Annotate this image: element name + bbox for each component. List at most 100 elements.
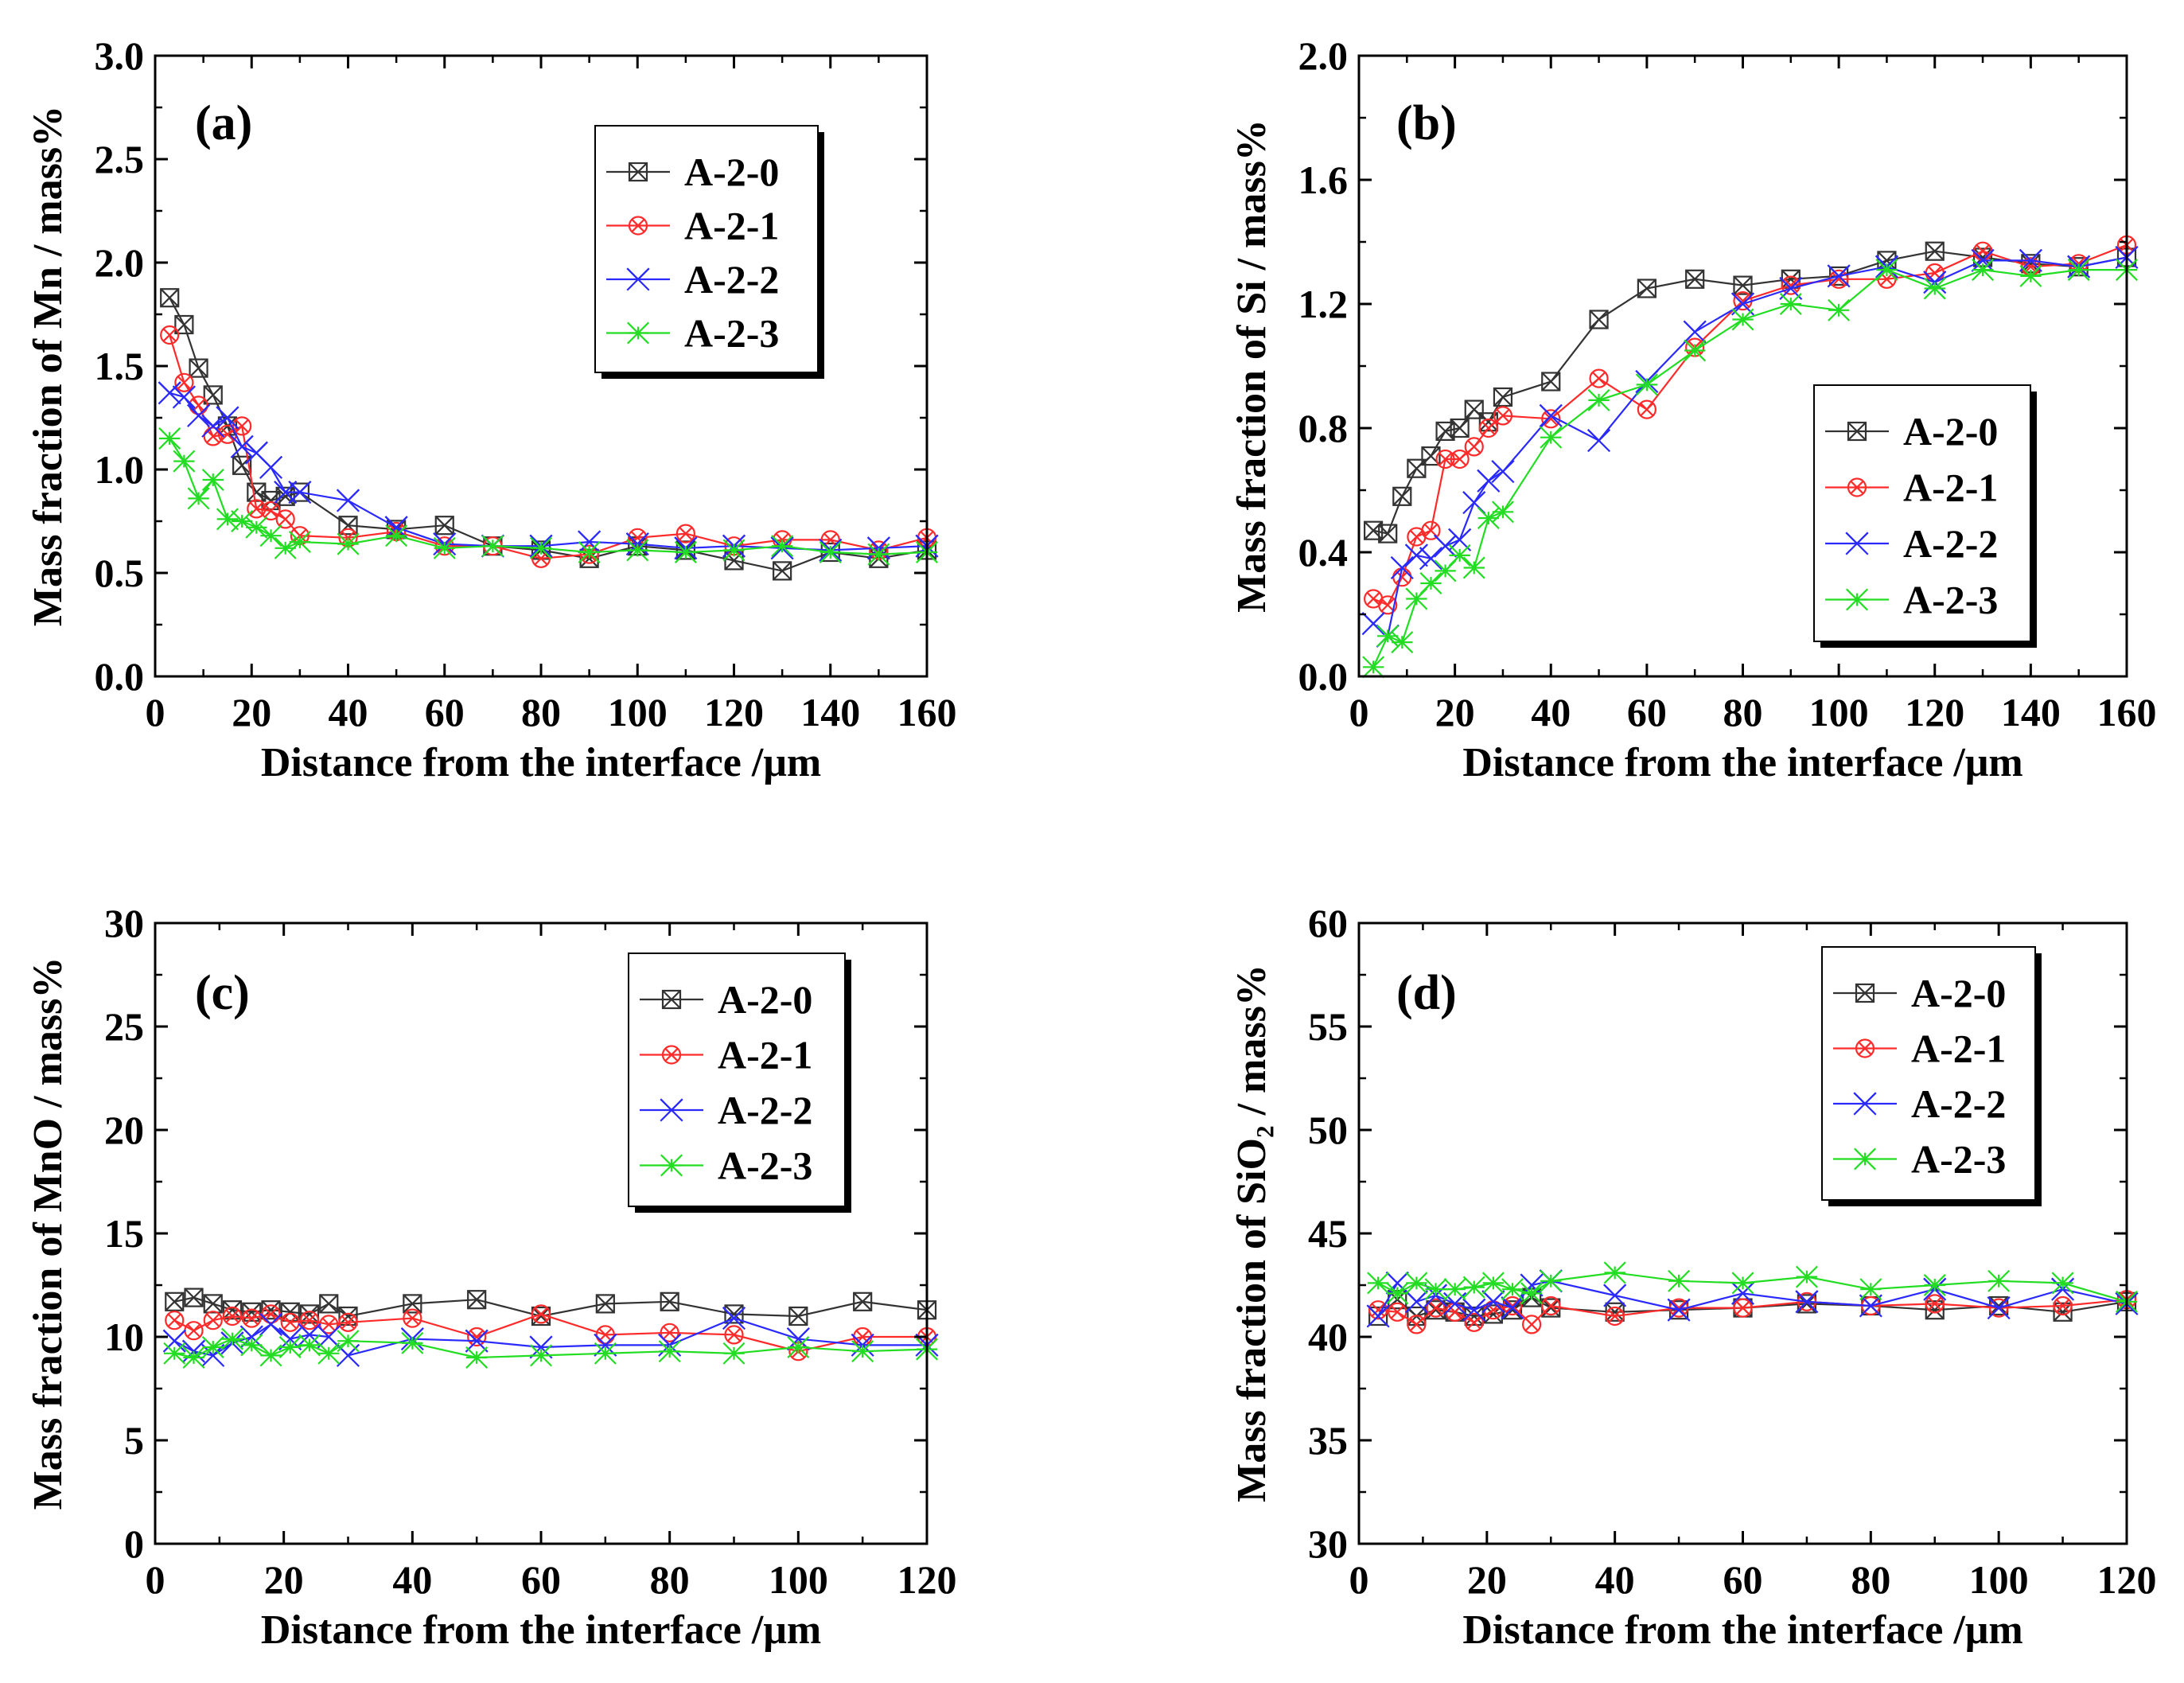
data-point: [1405, 587, 1428, 610]
marker-cross-b: [1605, 1303, 1625, 1322]
legend-label: A-2-0: [1911, 971, 2006, 1015]
marker-wing: [1404, 543, 1428, 557]
marker-circle: [1478, 418, 1498, 438]
marker-square: [1925, 241, 1945, 261]
data-point: [1407, 1315, 1427, 1334]
marker-cross-b: [1450, 419, 1470, 438]
data-point: [280, 1302, 300, 1322]
marker-wing: [1462, 491, 1486, 505]
data-point: [1367, 1272, 1390, 1295]
marker-wing: [1491, 460, 1515, 473]
data-point: [1923, 1274, 1946, 1296]
marker-cross-b: [660, 1292, 679, 1311]
marker-wing: [1520, 1273, 1544, 1287]
legend-label: A-2-2: [1911, 1081, 2006, 1126]
series-A-2-3: [163, 1327, 938, 1369]
data-point: [337, 532, 360, 555]
marker-wing: [1385, 1271, 1409, 1284]
marker-cross-b: [1781, 270, 1801, 289]
marker-wing: [1683, 320, 1707, 333]
legend-label: A-2-0: [684, 150, 779, 194]
data-point: [1779, 293, 1802, 315]
data-point: [403, 1294, 422, 1314]
marker-circle: [595, 1325, 615, 1345]
legend-item-A-2-1: A-2-1: [606, 204, 779, 248]
data-point: [722, 539, 746, 562]
marker-cross-b: [662, 1326, 677, 1340]
data-point: [773, 561, 792, 581]
data-point: [160, 325, 180, 345]
x-tick-label: 0: [1349, 1557, 1369, 1602]
marker-cross-b: [434, 516, 454, 535]
marker-square: [1392, 486, 1412, 506]
marker-cross-b: [249, 501, 264, 516]
data-point: [1859, 1278, 1882, 1301]
y-tick-label: 0.5: [95, 551, 145, 595]
marker-wing: [172, 385, 196, 399]
data-point: [184, 1288, 204, 1307]
marker-circle: [1435, 449, 1455, 469]
data-point: [660, 1291, 679, 1311]
data-point: [182, 1346, 205, 1369]
marker-wing: [201, 1343, 225, 1357]
data-point: [675, 524, 695, 543]
legend-label: A-2-0: [718, 977, 812, 1022]
marker-square: [203, 1294, 223, 1314]
legend-marker: [1847, 421, 1867, 442]
marker-square: [1363, 520, 1384, 540]
marker-cross-b: [2055, 1299, 2070, 1313]
data-point: [217, 424, 238, 444]
data-point: [1541, 372, 1561, 392]
marker-circle: [628, 216, 648, 236]
marker-square: [788, 1306, 808, 1327]
x-tick-label: 100: [1969, 1557, 2029, 1602]
panel-d: 0 20 40 60 80 100 120 30 35 40 45 50 55 60 Distance fr…: [1229, 901, 2157, 1653]
data-point: [222, 1306, 243, 1327]
legend: A-2-0 A-2-1 A-2-2 A-2-3: [1813, 384, 2037, 648]
legend-label: A-2-2: [1903, 521, 1998, 566]
y-tick-label: 15: [104, 1211, 144, 1256]
marker-cross-b: [165, 1292, 185, 1311]
marker-square: [1483, 1304, 1503, 1324]
data-point: [1493, 406, 1513, 426]
data-point: [853, 1291, 873, 1311]
legend-item-A-2-2: A-2-2: [640, 1088, 812, 1132]
legend-box: [1821, 946, 2036, 1201]
data-point: [1392, 486, 1412, 506]
marker-wing: [1462, 1298, 1486, 1311]
marker-square: [1407, 458, 1427, 478]
marker-square: [1450, 418, 1470, 438]
marker-wing: [1853, 1092, 1877, 1105]
legend-marker: [1846, 588, 1868, 611]
data-point: [1987, 1296, 2011, 1320]
data-point: [173, 450, 196, 473]
data-point: [221, 1327, 243, 1350]
series-A-2-2: [1361, 245, 2139, 648]
data-point: [1502, 1300, 1523, 1320]
data-point: [1405, 1272, 1428, 1295]
marker-circle: [1847, 477, 1867, 497]
data-point: [1491, 460, 1515, 484]
marker-wing: [1366, 1304, 1390, 1318]
marker-cross-b: [1464, 1307, 1484, 1326]
data-point: [1972, 259, 1995, 282]
marker-cross-b: [247, 482, 267, 502]
series-group: [1361, 235, 2139, 679]
y-tick-label: 30: [104, 901, 144, 945]
legend-marker: [1853, 1092, 1877, 1116]
marker-cross-b: [596, 1294, 615, 1314]
y-tick-label: 5: [124, 1418, 144, 1463]
legend-marker: [1845, 532, 1869, 555]
data-point: [1923, 277, 1946, 300]
data-point: [1419, 547, 1442, 571]
marker-cross-b: [1589, 310, 1609, 329]
panel-a: 0 20 40 60 80 100 120 140 160 0.0 0.5 1.0 1.5 2.0 2.5 3…: [25, 33, 957, 785]
marker-cross-b: [244, 1311, 259, 1326]
data-point: [595, 1294, 615, 1314]
data-point: [594, 1342, 617, 1365]
x-axis-title: Distance from the interface /μm: [1462, 1607, 2022, 1653]
marker-circle: [1541, 1295, 1561, 1316]
marker-cross-b: [1438, 452, 1453, 466]
marker-cross-b: [724, 551, 744, 571]
marker-wing: [384, 516, 408, 529]
